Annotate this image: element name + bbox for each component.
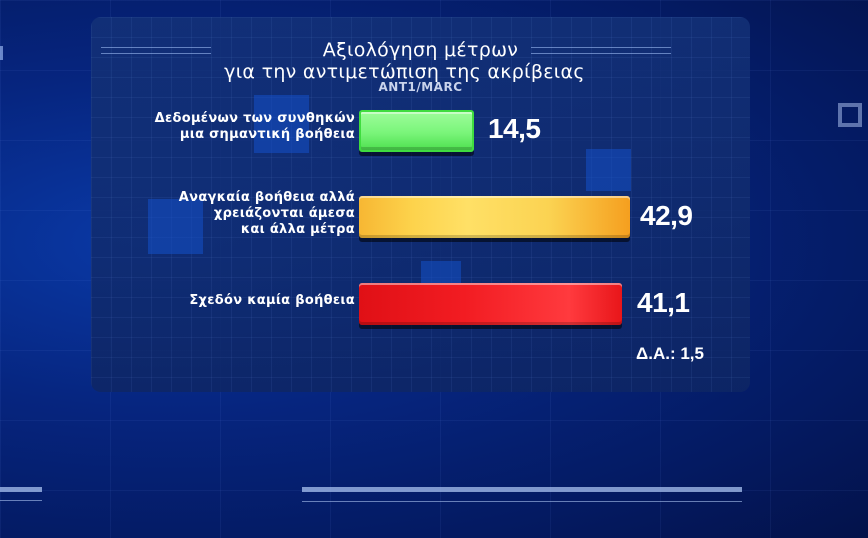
bar-label-3: Σχεδόν καμία βοήθεια: [189, 293, 355, 308]
bar-value-2: 42,9: [640, 200, 693, 231]
bar-label-2: Αναγκαία βοήθεια αλλά χρειάζονται άμεσα …: [178, 190, 355, 237]
bar-label-1: Δεδομένων των συνθηκών μια σημαντική βοή…: [154, 111, 355, 142]
bar-significant-help: [359, 110, 474, 152]
decorative-tick: [0, 46, 3, 60]
bar-almost-no-help: [359, 283, 622, 325]
no-answer-value: Δ.Α.: 1,5: [636, 344, 704, 363]
decorative-square-icon: [838, 103, 862, 127]
chart-title-line1: Αξιολόγηση μέτρων: [322, 39, 519, 61]
bar-value-3: 41,1: [637, 287, 690, 318]
chart-source: ANT1/MARC: [378, 80, 463, 94]
bar-value-1: 14,5: [488, 113, 541, 144]
bar-necessary-but-more-needed: [359, 196, 630, 238]
chart-title-line2: για την αντιμετώπιση της ακρίβειας: [224, 61, 585, 83]
chart-panel: Αξιολόγηση μέτρων για την αντιμετώπιση τ…: [91, 17, 750, 392]
